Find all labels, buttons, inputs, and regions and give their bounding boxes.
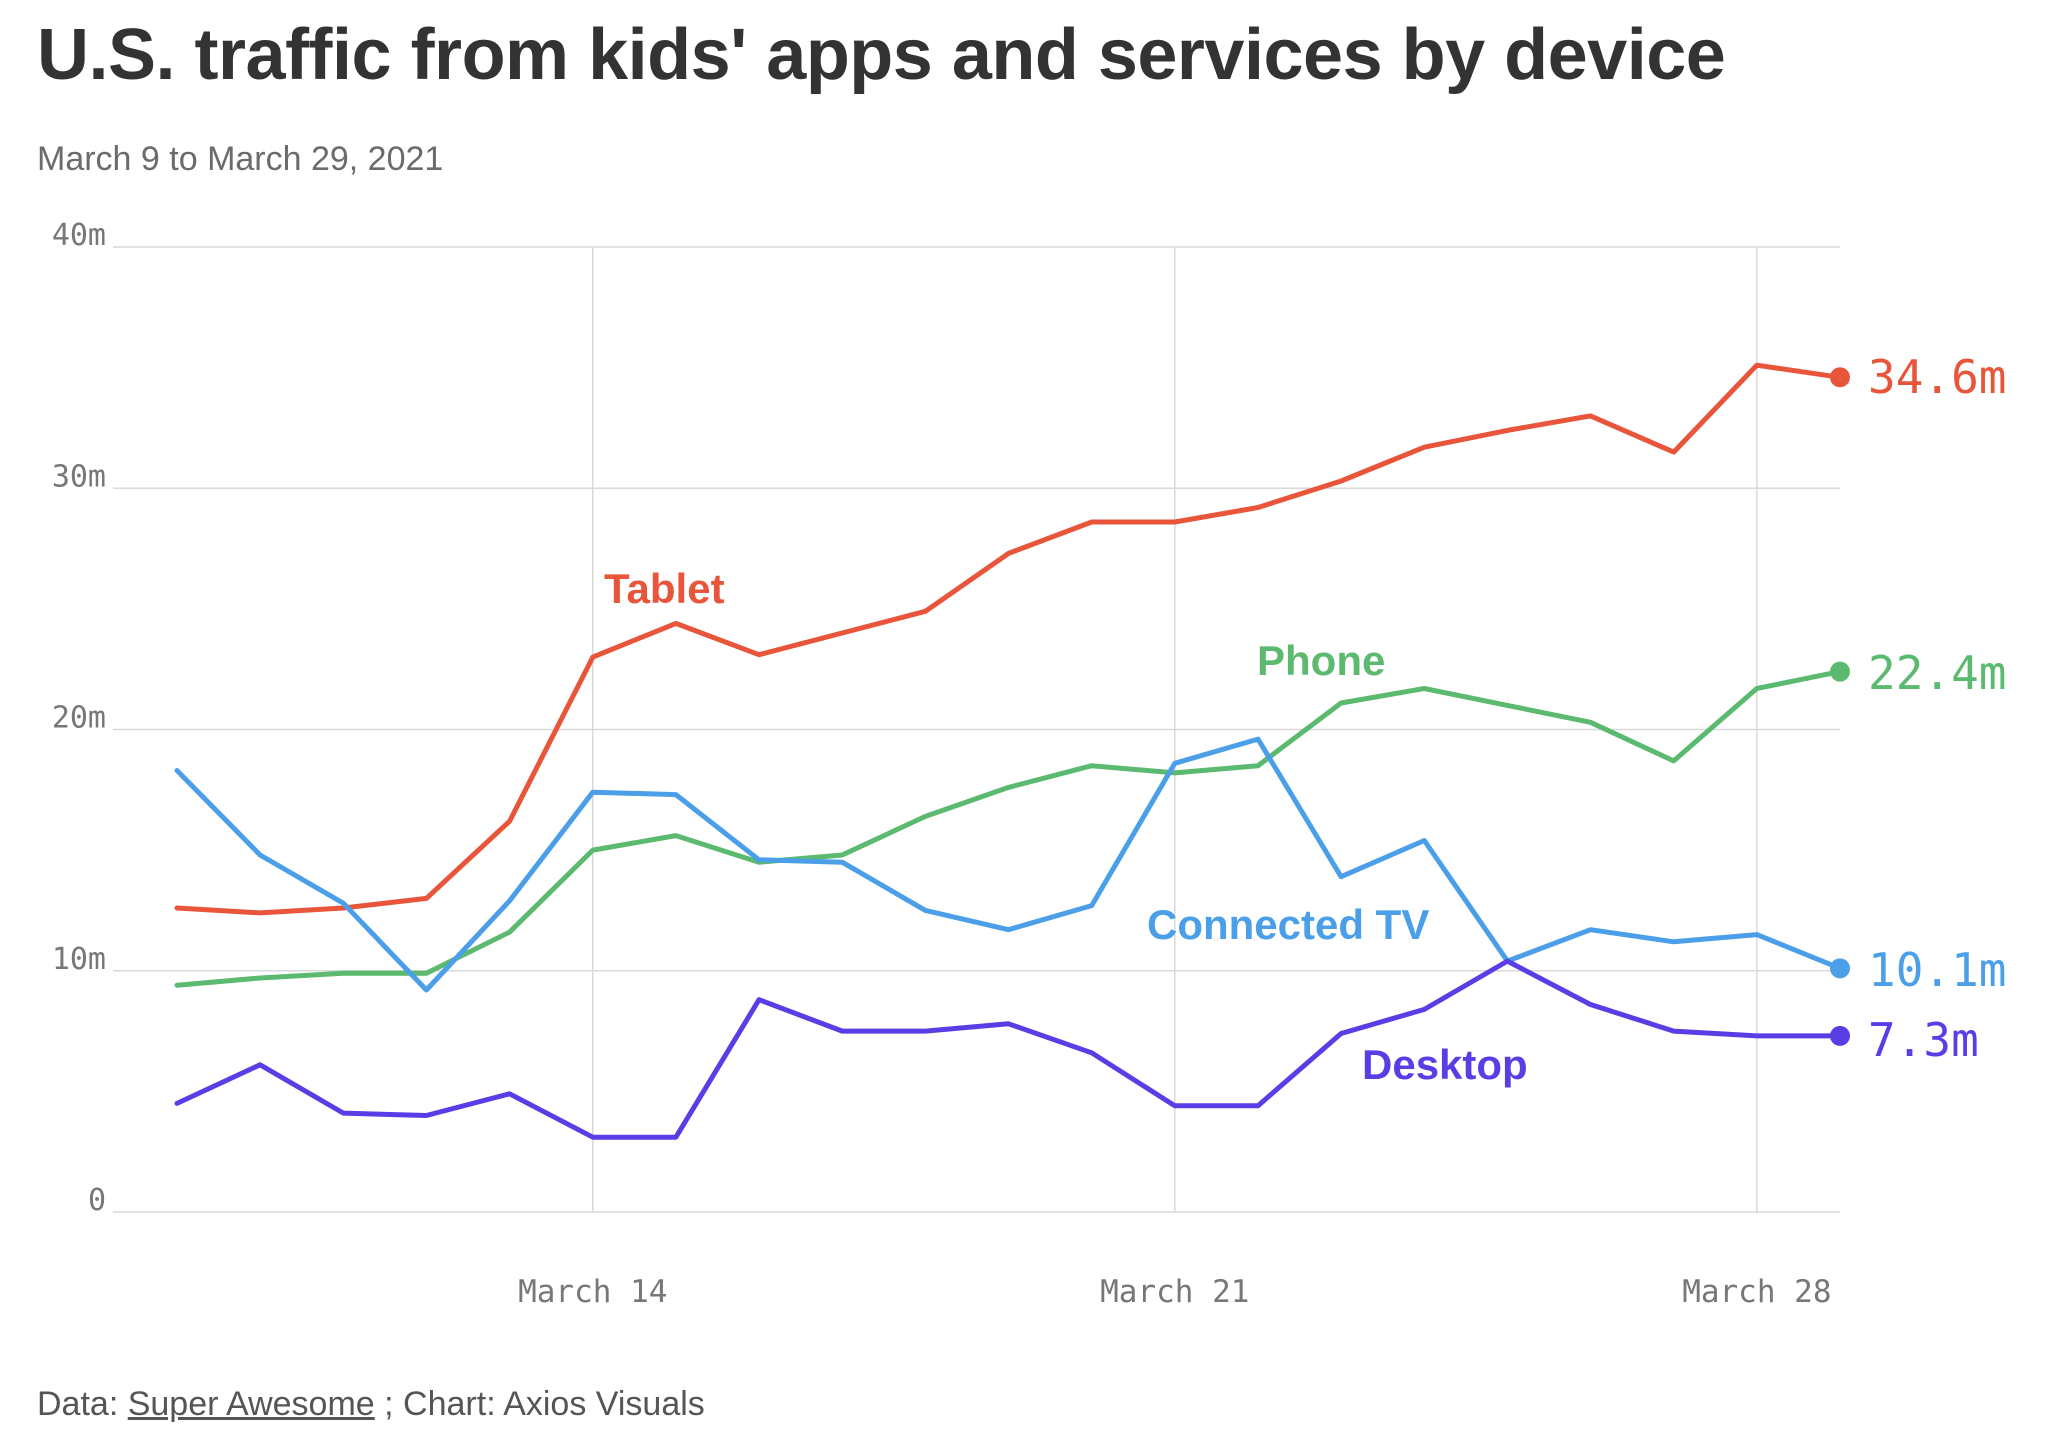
data-source-link[interactable]: Super Awesome xyxy=(127,1385,375,1423)
series-line-desktop xyxy=(174,958,1843,1140)
y-tick-label: 10m xyxy=(52,942,106,977)
series-name-label-connected-tv: Connected TV xyxy=(1147,901,1429,948)
series-lines xyxy=(174,362,1850,1140)
y-tick-label: 20m xyxy=(52,701,106,736)
x-tick-label: March 14 xyxy=(518,1274,667,1310)
end-point-connected-tv xyxy=(1830,958,1850,979)
x-tick-label: March 28 xyxy=(1682,1274,1831,1310)
y-tick-label: 0 xyxy=(88,1183,106,1218)
y-tick-label: 40m xyxy=(52,218,106,253)
series-line-tablet xyxy=(174,362,1843,916)
chart-title: U.S. traffic from kids' apps and service… xyxy=(37,15,1726,95)
grid: 0 10m 20m 30m 40m March 14 March 21 March 28 xyxy=(52,218,1840,1310)
end-point-phone xyxy=(1830,661,1850,682)
footer-data-prefix: Data: xyxy=(37,1385,119,1423)
footer-chart-credit: Chart: Axios Visuals xyxy=(403,1385,705,1423)
end-value-label-tablet: 34.6m xyxy=(1868,350,2006,404)
chart-subtitle: March 9 to March 29, 2021 xyxy=(37,140,444,178)
chart-footer: Data: Super Awesome ; Chart: Axios Visua… xyxy=(37,1385,705,1424)
series-labels: 34.6m Tablet 22.4m Phone 10.1m Connected TV 7.… xyxy=(604,350,2006,1088)
end-value-label-phone: 22.4m xyxy=(1868,646,2006,700)
y-tick-label: 30m xyxy=(52,459,106,494)
series-name-label-phone: Phone xyxy=(1257,637,1385,684)
footer-separator: ; xyxy=(384,1385,394,1423)
end-point-desktop xyxy=(1830,1025,1850,1046)
series-name-label-tablet: Tablet xyxy=(604,565,725,612)
series-line-phone xyxy=(174,669,1843,988)
end-point-tablet xyxy=(1830,367,1850,388)
series-line-connected-tv xyxy=(174,736,1843,993)
end-value-label-connected-tv: 10.1m xyxy=(1868,943,2006,997)
end-value-label-desktop: 7.3m xyxy=(1868,1013,1979,1067)
series-name-label-desktop: Desktop xyxy=(1362,1041,1528,1088)
x-tick-label: March 21 xyxy=(1100,1274,1249,1310)
